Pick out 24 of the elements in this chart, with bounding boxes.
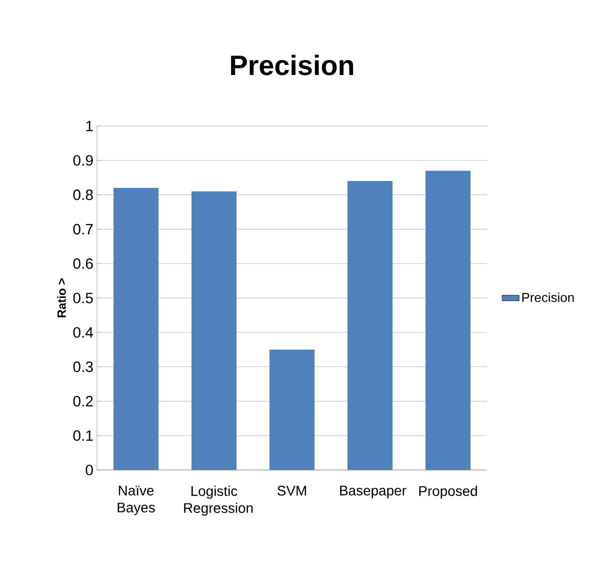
y-axis-title: Ratio > <box>57 278 66 318</box>
y-tick-label: 1 <box>86 120 93 132</box>
bar <box>114 188 159 470</box>
y-tick-label: 0.5 <box>73 292 93 304</box>
y-tick-label: 0.7 <box>73 224 93 234</box>
chart-title: Precision <box>231 54 354 76</box>
bar <box>192 191 237 470</box>
y-tick-label: 0 <box>86 464 93 476</box>
y-tick-label: 0.9 <box>73 155 93 166</box>
x-tick-label: Basepaper <box>340 486 406 498</box>
x-tick-label: Proposed <box>419 486 477 499</box>
bar <box>348 181 393 470</box>
x-tick-label: Naïve Bayes <box>118 486 155 516</box>
x-tick-label: SVM <box>278 486 306 496</box>
y-tick-label: 0.4 <box>73 327 94 338</box>
y-tick-label: 0.3 <box>73 361 93 372</box>
legend-label: Precision <box>522 292 574 302</box>
bar <box>270 350 315 470</box>
y-tick-label: 0.1 <box>73 430 93 441</box>
x-tick-label: Logistic Regression <box>184 486 253 516</box>
y-tick-label: 0.6 <box>73 258 93 269</box>
y-tick-label: 0.8 <box>73 189 93 200</box>
y-tick-label: 0.2 <box>73 396 93 406</box>
bar <box>426 170 471 470</box>
